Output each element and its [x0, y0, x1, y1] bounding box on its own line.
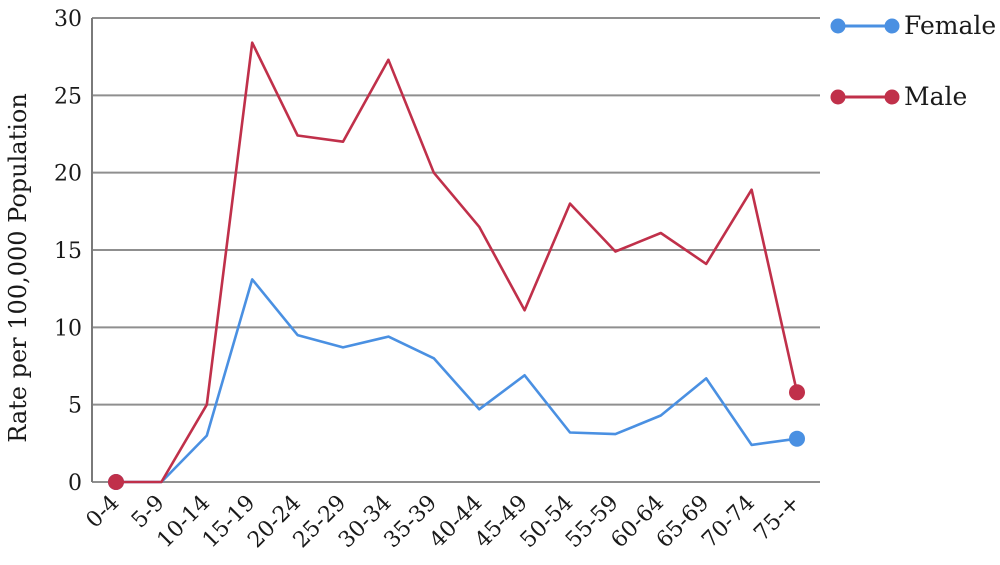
y-tick-label: 0: [68, 471, 82, 496]
x-tick-label: 75-+: [749, 491, 805, 547]
y-tick-label: 20: [54, 162, 82, 187]
y-tick-labels: 0 5 10 15 20 25 30: [54, 7, 82, 496]
legend-marker: [884, 89, 900, 105]
legend-marker: [830, 18, 846, 34]
y-tick-label: 30: [54, 7, 82, 32]
series-marker-female: [789, 430, 805, 447]
legend-marker: [830, 89, 846, 105]
series-marker-male: [108, 474, 124, 490]
legend-label-female: Female: [904, 11, 996, 40]
y-tick-label: 5: [68, 394, 82, 419]
legend-marker: [884, 18, 900, 34]
x-tick-labels: 0-4 5-910-1415-1920-2425-2930-3435-3940-4…: [82, 491, 806, 554]
x-tick-label: 0-4: [82, 491, 125, 534]
gridlines: [91, 17, 820, 483]
legend-label-male: Male: [904, 82, 967, 111]
y-tick-label: 15: [54, 239, 82, 264]
y-tick-label: 10: [54, 316, 82, 341]
series-line-female: [114, 278, 799, 484]
y-axis-title: Rate per 100,000 Population: [4, 93, 32, 443]
x-tick-label: 70-74: [697, 491, 760, 554]
legend: Female Male: [830, 11, 996, 111]
series-line-male: [114, 41, 799, 484]
series-marker-male: [789, 384, 805, 401]
y-tick-label: 25: [54, 84, 82, 109]
series-group: [108, 41, 805, 490]
